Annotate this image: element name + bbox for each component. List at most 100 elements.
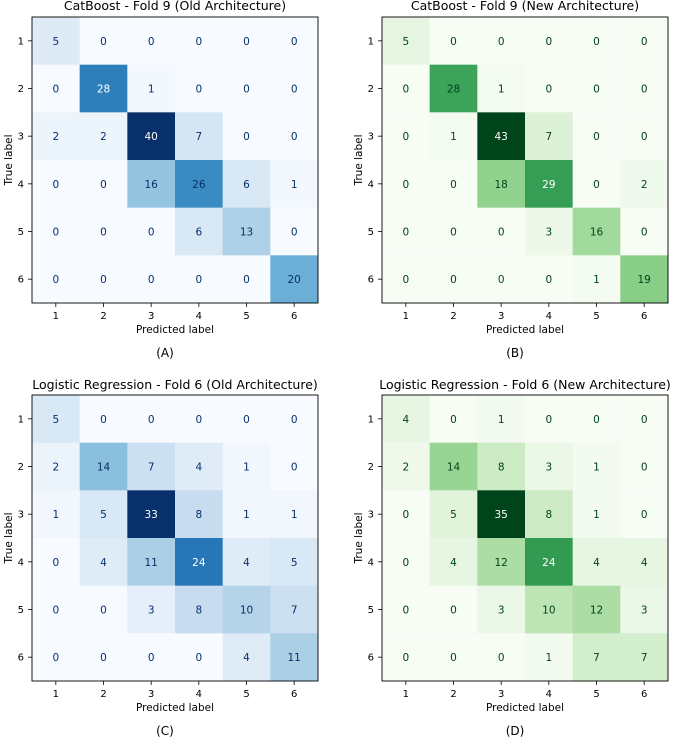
x-tick-label: 4 (196, 311, 202, 322)
cell-value: 0 (641, 227, 648, 239)
cell-value: 0 (450, 605, 457, 617)
heatmap-cell (127, 585, 176, 634)
cell-value: 0 (148, 36, 155, 48)
heatmap-cell (32, 633, 81, 682)
heatmap-cell (127, 395, 176, 444)
cell-value: 0 (402, 509, 409, 521)
cell-value: 0 (402, 179, 409, 191)
cell-value: 8 (545, 509, 552, 521)
heatmap-cell (222, 160, 271, 209)
cell-value: 19 (637, 274, 650, 286)
cell-value: 0 (498, 227, 505, 239)
x-tick-label: 6 (641, 689, 647, 700)
cell-value: 2 (100, 131, 107, 143)
heatmap-cell (572, 585, 621, 634)
heatmap-cell (175, 490, 224, 539)
cell-value: 0 (243, 131, 250, 143)
cell-value: 0 (148, 274, 155, 286)
heatmap-cell (429, 112, 478, 161)
y-tick-label: 4 (368, 557, 374, 568)
cell-value: 0 (545, 414, 552, 426)
cell-value: 1 (498, 414, 505, 426)
chart-title: Logistic Regression - Fold 6 (Old Archit… (32, 377, 318, 392)
y-tick-label: 3 (18, 510, 24, 521)
cell-value: 5 (291, 557, 298, 569)
cell-value: 0 (450, 227, 457, 239)
cell-value: 11 (287, 652, 300, 664)
cell-value: 28 (447, 84, 460, 96)
heatmap-cell (620, 160, 669, 209)
heatmap-cell (270, 442, 319, 491)
heatmap-cell (382, 17, 431, 66)
cell-value: 40 (144, 131, 157, 143)
panel-label: (C) (156, 724, 174, 738)
heatmap-cell (620, 633, 669, 682)
cell-value: 18 (494, 179, 507, 191)
heatmap-cell (79, 64, 128, 113)
heatmap-cell (270, 17, 319, 66)
cell-value: 0 (100, 36, 107, 48)
heatmap-cell (382, 255, 431, 304)
heatmap-cell (32, 538, 81, 587)
heatmap-cell (270, 585, 319, 634)
cell-value: 7 (195, 131, 202, 143)
heatmap-cell (525, 112, 574, 161)
cell-value: 0 (641, 462, 648, 474)
cell-value: 5 (402, 36, 409, 48)
cell-value: 43 (494, 131, 507, 143)
cell-value: 0 (195, 274, 202, 286)
cell-value: 28 (97, 84, 110, 96)
heatmap-cell (477, 160, 526, 209)
cell-value: 0 (593, 36, 600, 48)
heatmap-cell (270, 490, 319, 539)
cell-value: 5 (100, 509, 107, 521)
y-axis-label: True label (3, 134, 15, 186)
cell-value: 1 (593, 462, 600, 474)
y-tick-label: 5 (18, 227, 24, 238)
cell-value: 24 (542, 557, 556, 569)
heatmap-cell (32, 255, 81, 304)
x-tick-label: 3 (498, 689, 504, 700)
cell-value: 14 (97, 462, 111, 474)
heatmap-cell (79, 207, 128, 256)
cell-value: 4 (243, 652, 250, 664)
cell-value: 3 (498, 605, 505, 617)
heatmap-cell (477, 17, 526, 66)
cell-value: 0 (450, 414, 457, 426)
heatmap-cell (572, 490, 621, 539)
cell-value: 16 (144, 179, 158, 191)
axes-frame (31, 16, 319, 304)
y-axis-label: True label (3, 512, 15, 564)
heatmap-cell (477, 64, 526, 113)
heatmap-cell (127, 255, 176, 304)
heatmap-cell (79, 442, 128, 491)
x-tick-label: 5 (243, 689, 249, 700)
heatmap-cell (79, 112, 128, 161)
y-tick-label: 2 (18, 84, 24, 95)
panel-d: Logistic Regression - Fold 6 (New Archit… (353, 377, 671, 738)
x-axis-label: Predicted label (136, 702, 214, 714)
cell-value: 0 (402, 227, 409, 239)
cell-value: 3 (545, 462, 552, 474)
cell-value: 0 (52, 84, 59, 96)
heatmap-cell (382, 633, 431, 682)
heatmap-cell (429, 207, 478, 256)
cell-value: 3 (545, 227, 552, 239)
cell-value: 1 (291, 179, 298, 191)
cell-value: 6 (195, 227, 202, 239)
heatmap-cell (525, 160, 574, 209)
heatmap-cell (175, 538, 224, 587)
x-tick-label: 5 (243, 311, 249, 322)
cell-value: 2 (52, 462, 59, 474)
heatmap-cell (32, 490, 81, 539)
cell-value: 11 (144, 557, 157, 569)
heatmap-cell (32, 395, 81, 444)
heatmap-cell (620, 585, 669, 634)
heatmap-cell (222, 255, 271, 304)
heatmap-cell (32, 160, 81, 209)
cell-value: 3 (641, 605, 648, 617)
cell-value: 0 (52, 652, 59, 664)
heatmap-cell (477, 585, 526, 634)
heatmap-cell (382, 442, 431, 491)
y-tick-label: 4 (18, 179, 24, 190)
